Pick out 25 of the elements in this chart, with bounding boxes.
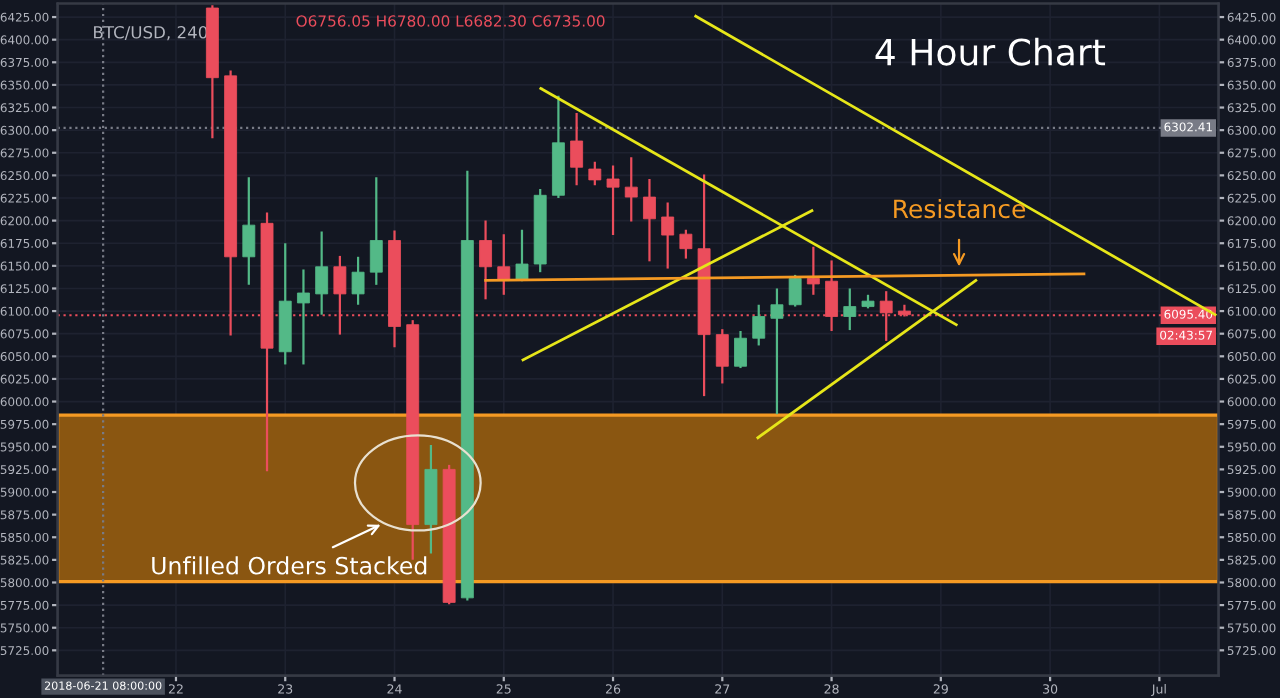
candlestick (570, 111, 584, 187)
candlestick (315, 230, 329, 316)
candlestick (843, 287, 857, 332)
candlestick (806, 245, 820, 296)
candlestick (497, 233, 511, 296)
candlestick (788, 273, 802, 308)
candlestick (242, 176, 256, 286)
candlestick (643, 177, 656, 263)
candlestick (515, 228, 529, 283)
candlestick (679, 228, 693, 260)
candlestick (351, 255, 365, 306)
candlestick (624, 156, 638, 223)
candlestick (588, 160, 602, 187)
candlestick (479, 219, 492, 301)
candlestick (770, 287, 784, 416)
candlestick (752, 303, 766, 347)
candlestick (297, 268, 310, 366)
candlestick (715, 328, 729, 385)
annotation: 4 Hour Chart (875, 37, 1106, 66)
annotation: Resistance (894, 198, 1026, 219)
annotation: Unfilled Orders Stacked (152, 556, 427, 575)
candlestick (606, 164, 620, 237)
candlestick (661, 201, 675, 270)
candlestick (369, 176, 383, 286)
candlestick (734, 329, 747, 370)
